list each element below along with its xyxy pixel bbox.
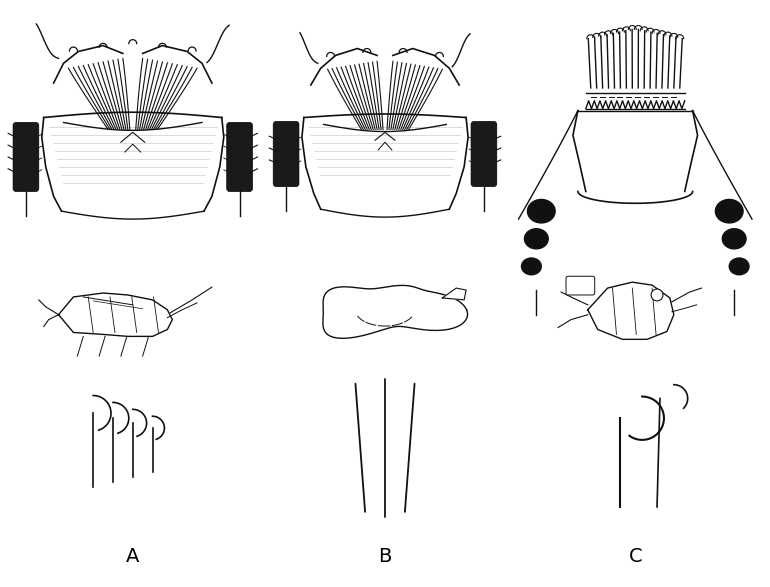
Polygon shape bbox=[59, 293, 172, 336]
FancyBboxPatch shape bbox=[471, 122, 497, 187]
Polygon shape bbox=[443, 288, 466, 300]
Ellipse shape bbox=[722, 229, 746, 249]
Polygon shape bbox=[588, 282, 674, 339]
Ellipse shape bbox=[715, 200, 743, 223]
Ellipse shape bbox=[521, 258, 541, 275]
FancyBboxPatch shape bbox=[13, 123, 38, 191]
FancyBboxPatch shape bbox=[566, 276, 594, 295]
Polygon shape bbox=[323, 285, 467, 338]
Ellipse shape bbox=[527, 200, 555, 223]
Text: C: C bbox=[628, 546, 642, 566]
FancyBboxPatch shape bbox=[273, 122, 299, 187]
Circle shape bbox=[651, 289, 663, 301]
FancyBboxPatch shape bbox=[226, 123, 253, 191]
Text: B: B bbox=[378, 546, 392, 566]
Ellipse shape bbox=[524, 229, 548, 249]
Text: A: A bbox=[126, 546, 139, 566]
Ellipse shape bbox=[729, 258, 749, 275]
